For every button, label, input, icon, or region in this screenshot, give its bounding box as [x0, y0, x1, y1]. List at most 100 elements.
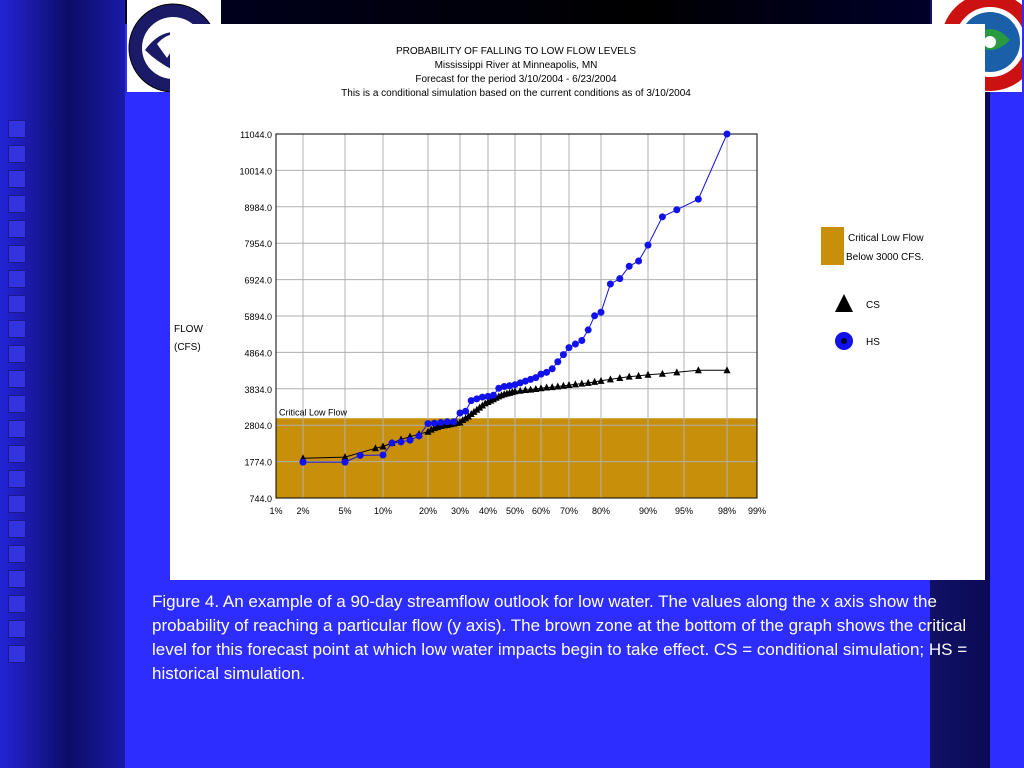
decor-square [8, 420, 26, 438]
hs-point [625, 262, 633, 270]
decor-square [8, 645, 26, 663]
cs-point [511, 387, 519, 395]
cs-point [578, 379, 586, 387]
hs-point [584, 326, 592, 334]
hs-point [506, 382, 514, 390]
hs-point [495, 384, 503, 392]
hs-point [635, 257, 643, 265]
hs-point [356, 451, 364, 459]
x-tick-label: 80% [592, 506, 610, 516]
decor-square [8, 470, 26, 488]
cs-point [516, 386, 524, 394]
cs-point [424, 427, 432, 435]
cs-point [532, 384, 540, 392]
figure-caption: Figure 4. An example of a 90-day streamf… [152, 592, 968, 683]
hs-point [616, 275, 624, 283]
cs-point [341, 453, 349, 461]
cs-point [379, 442, 387, 450]
hs-point [537, 370, 545, 378]
y-tick-label: 3834.0 [244, 385, 272, 395]
cs-point [658, 369, 666, 377]
x-tick-label: 98% [718, 506, 736, 516]
x-tick-label: 95% [675, 506, 693, 516]
decor-square [8, 320, 26, 338]
x-tick-label: 60% [532, 506, 550, 516]
hs-point [559, 351, 567, 359]
cs-point [673, 368, 681, 376]
decor-square [8, 345, 26, 363]
hs-point [554, 358, 562, 366]
cs-point [571, 380, 579, 388]
plot-frame [275, 133, 758, 499]
hs-point [597, 308, 605, 316]
cs-point [543, 383, 551, 391]
hs-point [489, 391, 497, 399]
legend-hs-label: HS [866, 337, 880, 348]
decor-square [8, 445, 26, 463]
cs-point [616, 373, 624, 381]
cs-point [644, 370, 652, 378]
critical-zone-label: Critical Low Flow [279, 407, 348, 417]
hs-point [430, 419, 438, 427]
x-tick-label: 10% [374, 506, 392, 516]
cs-point [554, 382, 562, 390]
y-tick-label: 11044.0 [240, 130, 272, 140]
critical-zone [276, 418, 757, 498]
x-tick-label: 90% [639, 506, 657, 516]
decor-square [8, 595, 26, 613]
chart-subtitle-2: Forecast for the period 3/10/2004 - 6/23… [415, 74, 617, 85]
chart-subtitle-1: Mississippi River at Minneapolis, MN [435, 60, 598, 71]
y-tick-label: 6924.0 [244, 276, 272, 286]
chart-panel: PROBABILITY OF FALLING TO LOW FLOW LEVEL… [170, 24, 985, 580]
hs-point [456, 409, 464, 417]
cs-point [459, 416, 467, 424]
cs-point [559, 381, 567, 389]
y-tick-label: 1774.0 [244, 458, 272, 468]
hs-point [424, 420, 432, 428]
x-tick-label: 1% [269, 506, 282, 516]
cs-point [371, 444, 379, 452]
legend-zone-label-1: Critical Low Flow [848, 233, 924, 244]
hs-point [673, 206, 681, 214]
x-tick-label: 20% [419, 506, 437, 516]
decor-square [8, 570, 26, 588]
cs-point [527, 385, 535, 393]
x-tick-label: 40% [479, 506, 497, 516]
cs-point [723, 366, 731, 374]
cs-point [537, 384, 545, 392]
hs-point [548, 365, 556, 373]
legend-zone-label-2: Below 3000 CFS. [846, 252, 924, 263]
hs-point [578, 337, 586, 345]
hs-point [299, 458, 307, 466]
hs-point [500, 382, 508, 390]
cs-point [597, 376, 605, 384]
hs-point [723, 130, 731, 138]
top-decor-band [125, 0, 990, 24]
decor-square [8, 170, 26, 188]
cs-point [462, 414, 470, 422]
hs-point [415, 432, 423, 440]
y-axis-label-1: FLOW [174, 324, 203, 335]
decor-square [8, 370, 26, 388]
legend-zone-swatch [821, 227, 844, 265]
hs-point [658, 213, 666, 221]
decor-square [8, 395, 26, 413]
left-decor-band [0, 0, 125, 768]
x-tick-label: 50% [506, 506, 524, 516]
hs-point [478, 393, 486, 401]
y-tick-label: 5894.0 [244, 312, 272, 322]
y-tick-label: 7954.0 [244, 239, 272, 249]
x-tick-label: 30% [451, 506, 469, 516]
legend-hs-marker-center [841, 338, 847, 344]
hs-point [379, 451, 387, 459]
y-tick-label: 2804.0 [244, 421, 272, 431]
cs-point [521, 386, 529, 394]
hs-point [388, 439, 396, 447]
y-tick-label: 8984.0 [244, 203, 272, 213]
x-tick-label: 70% [560, 506, 578, 516]
cs-point [606, 375, 614, 383]
hs-point [462, 407, 470, 415]
hs-point [606, 280, 614, 288]
hs-point [397, 438, 405, 446]
plot-area: 744.0 1774.0 2804.0 3834.0 4864.0 5894.0 6924.… [239, 130, 766, 516]
